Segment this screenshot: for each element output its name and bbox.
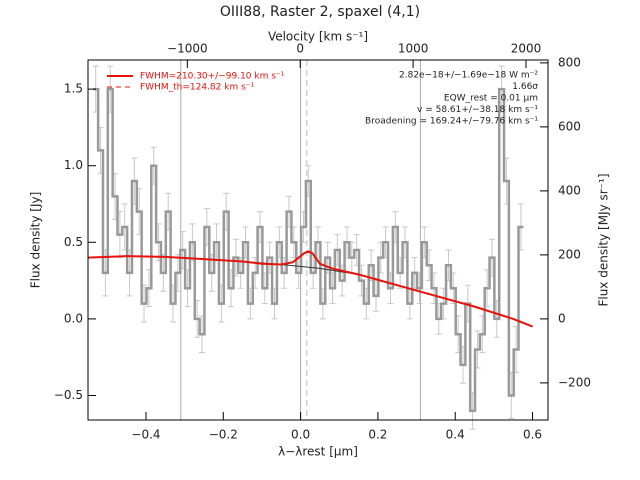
x2-tick-label: 0 bbox=[296, 42, 304, 56]
plot-frame bbox=[87, 59, 549, 421]
y2-tick-label: 600 bbox=[558, 119, 581, 133]
x-axis-label: λ−λrest [μm] bbox=[278, 445, 358, 459]
annotation: EQW_rest = 0.01 μm bbox=[444, 94, 538, 104]
x-tick-label: 0.6 bbox=[523, 428, 542, 442]
x2-tick-label: 1000 bbox=[398, 42, 429, 56]
y-tick-label: 1.0 bbox=[64, 158, 83, 172]
annotation: v = 58.61+/−38.18 km s⁻¹ bbox=[417, 105, 538, 115]
annotation: 1.66σ bbox=[512, 82, 538, 92]
y-tick-label: 0.0 bbox=[64, 311, 83, 325]
legend-label: FWHM_th=124.82 km s⁻¹ bbox=[140, 83, 255, 93]
y2-axis-label: Flux density [MJy sr⁻¹] bbox=[597, 173, 611, 306]
y2-tick-label: 400 bbox=[558, 183, 581, 197]
annotation: 2.82e−18+/−1.69e−18 W m⁻² bbox=[399, 71, 538, 81]
x-tick-label: −0.4 bbox=[131, 428, 160, 442]
x-tick-label: 0.4 bbox=[446, 428, 465, 442]
y-axis-label: Flux density [Jy] bbox=[29, 192, 43, 289]
model-line bbox=[87, 250, 533, 328]
x-tick-label: 0.0 bbox=[291, 428, 310, 442]
legend-label: FWHM=210.30+/−99.10 km s⁻¹ bbox=[140, 72, 285, 82]
x2-axis-label: Velocity [km s⁻¹] bbox=[268, 30, 368, 44]
x2-tick-label: 2000 bbox=[511, 42, 542, 56]
x2-tick-label: −1000 bbox=[167, 42, 208, 56]
x-tick-label: −0.2 bbox=[209, 428, 238, 442]
annotation: Broadening = 169.24+/−79.76 km s⁻¹ bbox=[365, 117, 538, 127]
y-tick-label: 0.5 bbox=[64, 235, 83, 249]
y2-tick-label: 200 bbox=[558, 247, 581, 261]
y2-tick-label: −200 bbox=[558, 375, 591, 389]
y2-tick-label: 0 bbox=[558, 311, 566, 325]
chart-title: OIII88, Raster 2, spaxel (4,1) bbox=[220, 4, 420, 20]
spectrum-line bbox=[93, 87, 524, 413]
x-tick-label: 0.2 bbox=[368, 428, 387, 442]
y2-tick-label: 800 bbox=[558, 55, 581, 69]
y-tick-label: −0.5 bbox=[54, 388, 83, 402]
y-tick-label: 1.5 bbox=[64, 82, 83, 96]
